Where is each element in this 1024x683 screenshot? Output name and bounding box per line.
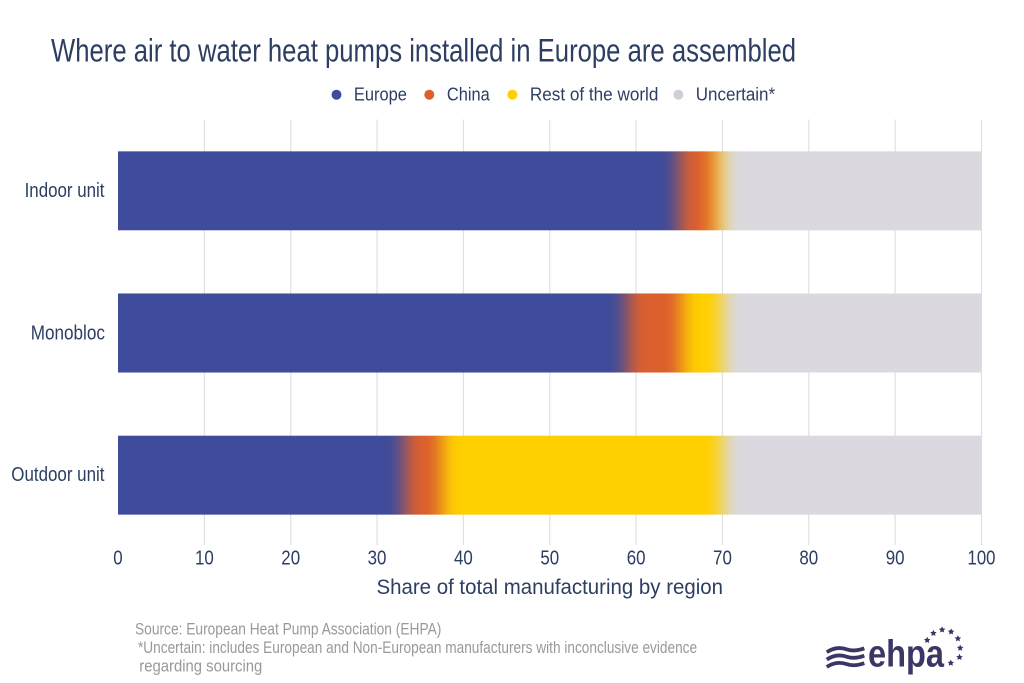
svg-text:Rest of the world: Rest of the world bbox=[530, 84, 659, 104]
svg-text:50: 50 bbox=[540, 548, 559, 570]
svg-text:80: 80 bbox=[799, 548, 818, 570]
svg-text:ehpa: ehpa bbox=[868, 634, 945, 676]
svg-text:20: 20 bbox=[281, 548, 300, 570]
svg-text:Share of total manufacturing b: Share of total manufacturing by region bbox=[377, 576, 724, 599]
svg-text:100: 100 bbox=[968, 548, 996, 570]
svg-text:70: 70 bbox=[713, 548, 732, 570]
svg-text:Source: European Heat Pump Ass: Source: European Heat Pump Association (… bbox=[135, 620, 441, 639]
svg-text:Outdoor unit: Outdoor unit bbox=[11, 464, 105, 486]
svg-text:60: 60 bbox=[627, 548, 646, 570]
svg-text:30: 30 bbox=[368, 548, 387, 570]
svg-text:Europe: Europe bbox=[354, 84, 407, 104]
svg-text:China: China bbox=[447, 84, 491, 104]
svg-text:Where air to water heat pumps: Where air to water heat pumps installed … bbox=[51, 33, 796, 69]
svg-text:*Uncertain: includes European: *Uncertain: includes European and Non-Eu… bbox=[138, 638, 697, 657]
svg-text:regarding sourcing: regarding sourcing bbox=[139, 656, 262, 675]
svg-text:90: 90 bbox=[886, 548, 905, 570]
svg-text:Monobloc: Monobloc bbox=[31, 323, 105, 345]
svg-text:0: 0 bbox=[113, 548, 122, 570]
svg-text:Indoor unit: Indoor unit bbox=[25, 180, 105, 202]
svg-text:40: 40 bbox=[454, 548, 473, 570]
svg-text:Uncertain*: Uncertain* bbox=[696, 84, 775, 104]
svg-text:10: 10 bbox=[195, 548, 214, 570]
